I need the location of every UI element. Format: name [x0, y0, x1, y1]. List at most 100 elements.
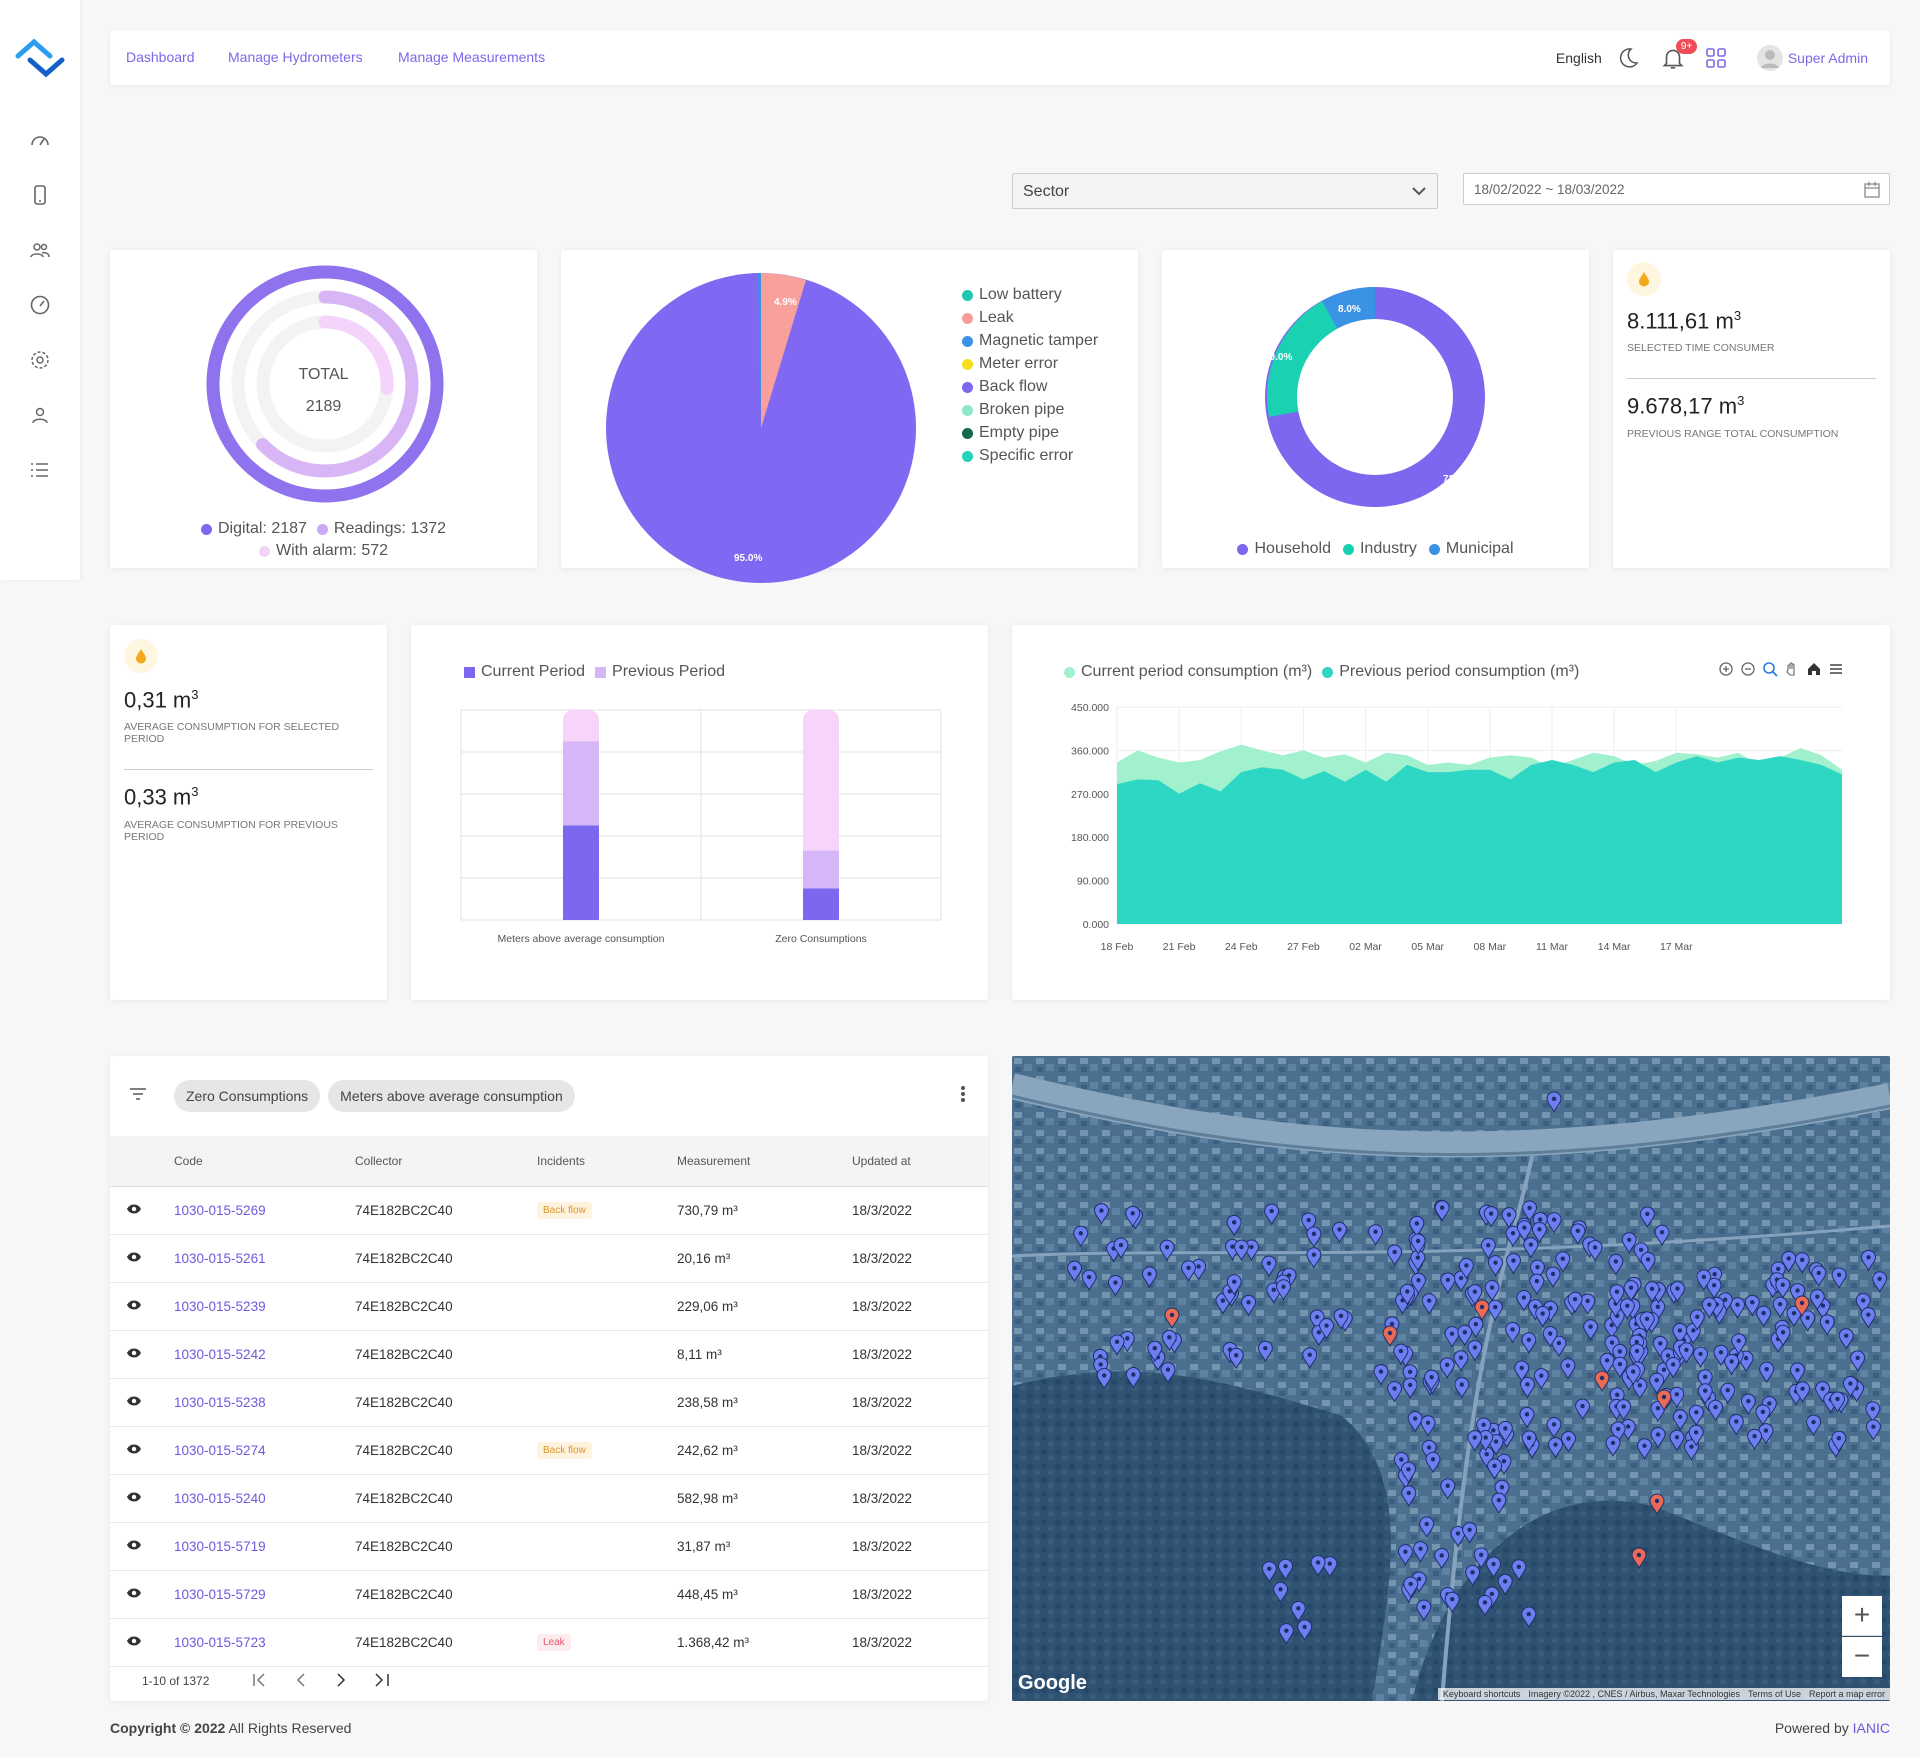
eye-icon[interactable]: [126, 1203, 142, 1215]
map-pin-icon[interactable]: [1831, 1267, 1847, 1289]
meter-code[interactable]: 1030-015-5239: [174, 1282, 355, 1331]
map-pin-icon[interactable]: [1413, 1541, 1429, 1563]
view-cell[interactable]: [110, 1186, 174, 1235]
map-pin-icon[interactable]: [1521, 1606, 1537, 1629]
home-icon[interactable]: [1806, 661, 1822, 677]
map-pin-icon[interactable]: [1505, 1321, 1521, 1344]
map-pin-icon[interactable]: [1264, 1203, 1280, 1226]
map-pin-icon[interactable]: [1619, 1298, 1635, 1320]
map-pin-icon[interactable]: [1440, 1478, 1456, 1500]
language-selector[interactable]: English: [1555, 49, 1602, 66]
bar-previous-period[interactable]: [803, 850, 839, 889]
map-pin-icon[interactable]: [1164, 1307, 1180, 1330]
dashboard-icon[interactable]: [28, 128, 52, 152]
col-code[interactable]: Code: [174, 1136, 355, 1187]
search-zoom-icon[interactable]: [1762, 661, 1778, 677]
next-page-icon[interactable]: [330, 1672, 352, 1688]
map-pin-icon[interactable]: [1257, 1340, 1273, 1363]
legend-industry[interactable]: Industry: [1342, 540, 1417, 558]
map-pin-icon[interactable]: [1697, 1369, 1713, 1391]
map-pin-icon[interactable]: [1373, 1364, 1389, 1386]
map-pin-icon[interactable]: [1462, 1522, 1478, 1544]
map-pin-icon[interactable]: [1467, 1430, 1483, 1452]
map-pin-icon[interactable]: [1302, 1347, 1318, 1369]
map-pin-icon[interactable]: [1728, 1413, 1744, 1436]
map-pin-icon[interactable]: [1806, 1414, 1822, 1437]
meter-code[interactable]: 1030-015-5719: [174, 1522, 355, 1571]
powered-brand-link[interactable]: IANIC: [1852, 1720, 1890, 1736]
view-cell[interactable]: [110, 1570, 174, 1619]
map-pin-icon[interactable]: [1800, 1310, 1816, 1332]
meter-code[interactable]: 1030-015-5729: [174, 1570, 355, 1619]
map-pin-icon[interactable]: [1401, 1485, 1417, 1508]
map-pin-icon[interactable]: [1850, 1350, 1866, 1373]
map-pin-icon[interactable]: [1616, 1399, 1632, 1421]
map-pin-icon[interactable]: [1551, 1335, 1567, 1358]
map-pin-icon[interactable]: [1865, 1419, 1881, 1441]
map-pin-icon[interactable]: [1855, 1292, 1871, 1315]
eye-icon[interactable]: [126, 1491, 142, 1503]
map-pin-icon[interactable]: [1684, 1439, 1700, 1461]
map-pin-icon[interactable]: [1226, 1274, 1242, 1296]
map-pin-icon[interactable]: [1545, 1266, 1561, 1289]
map-pin-icon[interactable]: [1410, 1272, 1426, 1295]
view-cell[interactable]: [110, 1426, 174, 1475]
map-pin-icon[interactable]: [1519, 1406, 1535, 1429]
map-pin-icon[interactable]: [1141, 1266, 1157, 1289]
map-pin-icon[interactable]: [1488, 1255, 1504, 1277]
map-pin-icon[interactable]: [1107, 1275, 1123, 1297]
map-pin-icon[interactable]: [1093, 1203, 1109, 1225]
bar-previous-period[interactable]: [563, 741, 599, 826]
map-pin-icon[interactable]: [1522, 1200, 1538, 1223]
map-pin-icon[interactable]: [1548, 1437, 1564, 1459]
map-pin-icon[interactable]: [1067, 1260, 1083, 1283]
map-pin-icon[interactable]: [1096, 1367, 1112, 1390]
map-pin-icon[interactable]: [1474, 1299, 1490, 1322]
table-row[interactable]: 1030-015-5269 74E182BC2C40 Back flow 730…: [110, 1186, 988, 1235]
map-pin-icon[interactable]: [1228, 1347, 1244, 1370]
map-pin-icon[interactable]: [1546, 1091, 1562, 1113]
legend-household[interactable]: Household: [1237, 540, 1331, 558]
map-pin-icon[interactable]: [1531, 1221, 1547, 1244]
legend-empty-pipe[interactable]: Empty pipe: [962, 424, 1098, 442]
pie-slice-magnetic-tamper[interactable]: [758, 272, 761, 428]
map-pin-icon[interactable]: [1865, 1401, 1881, 1423]
map-pin-icon[interactable]: [1775, 1277, 1791, 1299]
map-pin-icon[interactable]: [1609, 1284, 1625, 1306]
map-pin-icon[interactable]: [1608, 1253, 1624, 1276]
map-pin-icon[interactable]: [1809, 1289, 1825, 1311]
chip-zero-consumptions[interactable]: Zero Consumptions: [174, 1080, 321, 1112]
phone-icon[interactable]: [28, 183, 52, 207]
map-pin-icon[interactable]: [1775, 1324, 1791, 1347]
map-pin-icon[interactable]: [1233, 1239, 1249, 1262]
legend-current-consumption[interactable]: Current period consumption (m³): [1064, 663, 1312, 681]
legend-broken-pipe[interactable]: Broken pipe: [962, 401, 1098, 419]
map-pin-icon[interactable]: [1226, 1214, 1242, 1237]
map-pin-icon[interactable]: [1688, 1404, 1704, 1427]
map-pin-icon[interactable]: [1473, 1547, 1489, 1569]
first-page-icon[interactable]: [250, 1672, 272, 1688]
map-pin-icon[interactable]: [1434, 1547, 1450, 1570]
area-previous-period[interactable]: [1117, 756, 1842, 924]
map-pin-icon[interactable]: [1521, 1430, 1537, 1453]
map-pin-icon[interactable]: [1649, 1372, 1665, 1395]
prev-page-icon[interactable]: [290, 1672, 312, 1688]
map-pin-icon[interactable]: [1756, 1305, 1772, 1328]
map-pin-icon[interactable]: [1599, 1352, 1615, 1375]
map-pin-icon[interactable]: [1454, 1377, 1470, 1399]
eye-icon[interactable]: [126, 1443, 142, 1455]
map-pin-icon[interactable]: [1772, 1296, 1788, 1319]
map-pin-icon[interactable]: [1465, 1564, 1481, 1587]
map-pin-icon[interactable]: [1487, 1299, 1503, 1322]
map-pin-icon[interactable]: [1440, 1272, 1456, 1295]
terms-link[interactable]: Terms of Use: [1747, 1689, 1801, 1699]
map-pin-icon[interactable]: [1073, 1225, 1089, 1248]
map-pin-icon[interactable]: [1639, 1206, 1655, 1229]
map-pin-icon[interactable]: [1331, 1221, 1347, 1244]
map-pin-icon[interactable]: [1387, 1381, 1403, 1403]
keyboard-shortcuts-link[interactable]: Keyboard shortcuts: [1442, 1689, 1521, 1699]
map-pin-icon[interactable]: [1689, 1309, 1705, 1331]
chip-above-average[interactable]: Meters above average consumption: [328, 1080, 575, 1112]
map-pin-icon[interactable]: [1665, 1356, 1681, 1379]
map-pin-icon[interactable]: [1795, 1381, 1811, 1403]
